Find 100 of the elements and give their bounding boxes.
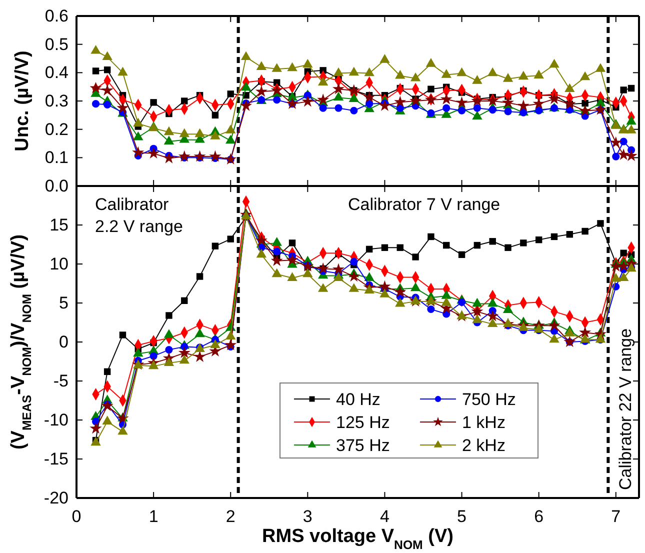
point bbox=[210, 130, 220, 140]
point bbox=[579, 326, 592, 338]
point bbox=[287, 62, 298, 72]
point bbox=[178, 346, 190, 358]
point bbox=[441, 290, 452, 299]
point bbox=[597, 220, 604, 227]
point bbox=[504, 244, 512, 251]
point bbox=[364, 284, 374, 294]
point bbox=[441, 69, 452, 78]
point bbox=[610, 260, 622, 272]
annotation: Calibrator 7 V range bbox=[348, 195, 500, 214]
point bbox=[488, 298, 498, 307]
y-tick-label: 0 bbox=[59, 332, 68, 352]
point bbox=[90, 44, 101, 54]
point bbox=[426, 58, 436, 67]
point bbox=[104, 66, 111, 74]
point bbox=[334, 104, 342, 112]
point bbox=[286, 98, 298, 109]
y-axis-title: Unc. (µV/V) bbox=[12, 50, 33, 152]
point bbox=[255, 85, 268, 97]
point bbox=[396, 244, 404, 251]
point bbox=[441, 297, 452, 306]
point bbox=[626, 124, 636, 134]
point bbox=[196, 273, 204, 280]
point bbox=[366, 246, 373, 253]
point bbox=[410, 282, 421, 292]
point bbox=[150, 352, 158, 360]
point bbox=[133, 118, 144, 127]
point bbox=[240, 99, 252, 111]
point bbox=[625, 150, 638, 162]
point bbox=[319, 104, 327, 112]
point bbox=[471, 305, 484, 317]
point bbox=[224, 153, 237, 164]
point bbox=[332, 263, 345, 275]
y-tick-label: 15 bbox=[50, 215, 68, 234]
point bbox=[395, 298, 406, 307]
point bbox=[618, 272, 629, 281]
point bbox=[532, 98, 545, 109]
x-tick-label: 4 bbox=[380, 507, 390, 526]
point bbox=[179, 354, 190, 364]
point bbox=[443, 242, 450, 249]
point bbox=[410, 72, 421, 82]
point bbox=[348, 283, 359, 292]
point bbox=[317, 94, 330, 105]
y-tick-label: -15 bbox=[44, 449, 68, 468]
point bbox=[520, 240, 527, 246]
x-tick-label: 6 bbox=[534, 507, 544, 526]
point bbox=[626, 116, 636, 125]
point bbox=[486, 94, 499, 106]
point bbox=[164, 136, 174, 144]
point bbox=[472, 74, 482, 84]
point bbox=[164, 329, 174, 338]
point bbox=[458, 251, 466, 258]
y-tick-label: 0.6 bbox=[44, 6, 68, 26]
point bbox=[378, 99, 391, 111]
point bbox=[394, 96, 406, 108]
point bbox=[133, 131, 144, 140]
point bbox=[256, 248, 267, 258]
point bbox=[288, 240, 296, 246]
point bbox=[302, 268, 313, 278]
point bbox=[132, 146, 144, 158]
point bbox=[272, 63, 282, 72]
point bbox=[348, 270, 360, 282]
y-tick-label: 0.4 bbox=[44, 63, 68, 82]
y-tick-label: -10 bbox=[44, 410, 68, 430]
x-tick-label: 0 bbox=[72, 507, 82, 526]
point bbox=[317, 262, 330, 274]
point bbox=[548, 319, 560, 331]
point bbox=[486, 310, 499, 322]
point bbox=[118, 66, 128, 76]
y-tick-label: 0.5 bbox=[44, 34, 68, 54]
point bbox=[194, 128, 205, 138]
point bbox=[472, 298, 482, 307]
point bbox=[194, 150, 206, 162]
point bbox=[133, 348, 144, 357]
point bbox=[150, 99, 157, 106]
point bbox=[270, 84, 283, 96]
point bbox=[273, 96, 281, 104]
point bbox=[118, 426, 128, 435]
point bbox=[240, 82, 252, 91]
point bbox=[165, 346, 173, 354]
point bbox=[162, 152, 175, 164]
point bbox=[395, 70, 406, 79]
point bbox=[534, 70, 544, 78]
point bbox=[502, 73, 514, 82]
x-tick-label: 7 bbox=[611, 507, 621, 526]
point bbox=[256, 61, 267, 70]
point bbox=[348, 93, 359, 102]
point bbox=[302, 58, 313, 68]
point bbox=[226, 330, 236, 340]
point bbox=[380, 288, 390, 298]
point bbox=[458, 106, 466, 114]
point bbox=[90, 82, 102, 94]
point bbox=[333, 67, 344, 76]
point bbox=[440, 92, 452, 104]
point bbox=[240, 51, 252, 60]
point bbox=[272, 268, 282, 278]
point bbox=[104, 368, 111, 375]
point bbox=[333, 92, 344, 101]
point bbox=[333, 272, 344, 281]
